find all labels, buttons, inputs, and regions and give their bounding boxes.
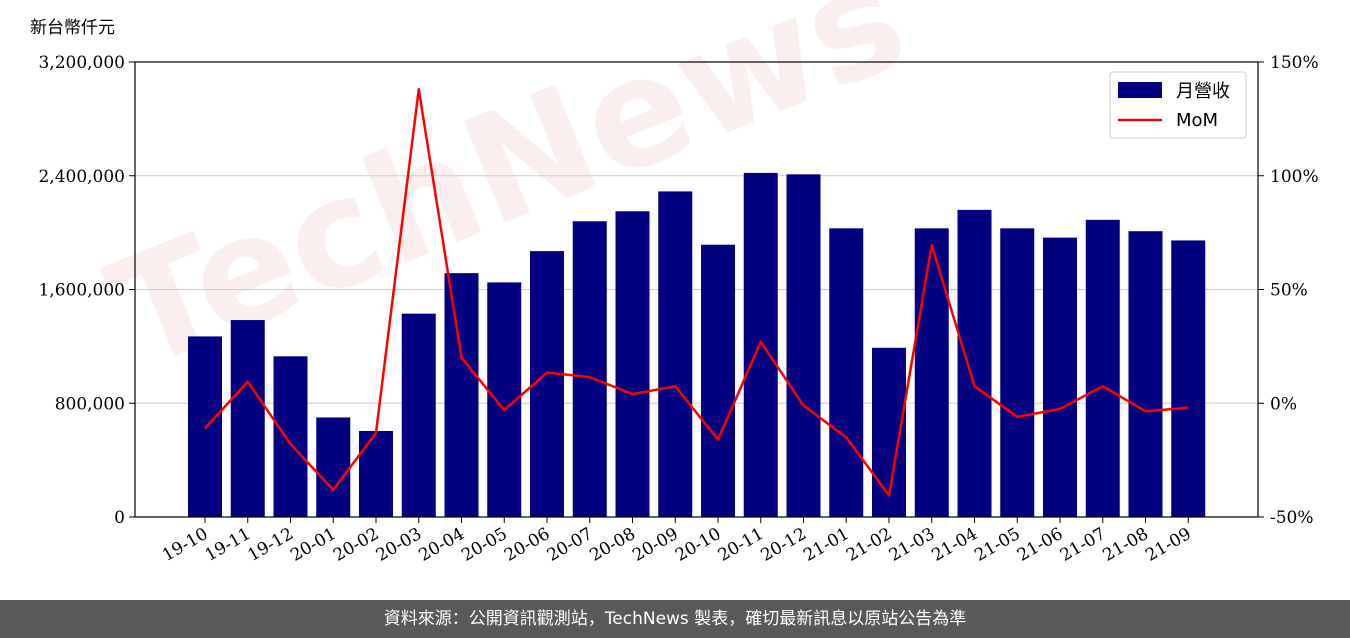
- bar-21-09: [1171, 240, 1206, 517]
- y-right-tick-label: -50%: [1270, 508, 1314, 528]
- x-tick-label-20-09: 20-09: [629, 524, 681, 566]
- x-tick-label-20-12: 20-12: [758, 524, 810, 566]
- legend-label-mom: MoM: [1176, 110, 1218, 131]
- y-right-tick-label: 150%: [1270, 53, 1319, 73]
- x-tick-label-21-05: 21-05: [971, 524, 1023, 566]
- bar-20-09: [658, 191, 693, 517]
- revenue-bars: [188, 172, 1206, 517]
- mom-line: [204, 88, 1189, 497]
- bar-20-04: [444, 273, 479, 517]
- x-tick-label-20-07: 20-07: [544, 524, 596, 566]
- bar-21-03: [914, 228, 949, 517]
- bar-20-03: [401, 313, 436, 517]
- revenue-chart: TechNews 0800,0001,600,0002,400,0003,200…: [30, 0, 1319, 566]
- x-tick-label-19-11: 19-11: [202, 524, 254, 566]
- bar-20-08: [615, 211, 650, 517]
- x-tick-label-21-09: 21-09: [1142, 524, 1194, 566]
- x-tick-label-21-07: 21-07: [1057, 524, 1109, 566]
- y-left-tick-label: 3,200,000: [38, 53, 125, 73]
- x-tick-label-20-04: 20-04: [416, 524, 468, 566]
- x-tick-label-21-08: 21-08: [1100, 524, 1152, 566]
- x-tick-label-20-03: 20-03: [373, 524, 425, 566]
- bar-20-11: [743, 172, 778, 517]
- x-tick-label-21-04: 21-04: [929, 524, 981, 566]
- bar-21-07: [1085, 219, 1120, 517]
- y-right-tick-label: 100%: [1270, 167, 1319, 187]
- x-tick-label-19-10: 19-10: [159, 524, 211, 566]
- legend-bar-swatch: [1118, 82, 1162, 98]
- legend: 月營收 MoM: [1109, 71, 1247, 139]
- x-tick-label-20-06: 20-06: [501, 524, 553, 566]
- bar-21-06: [1043, 237, 1077, 517]
- bar-20-12: [786, 174, 821, 517]
- y-left-tick-label: 800,000: [55, 394, 125, 414]
- bar-20-01: [316, 417, 351, 517]
- bar-20-07: [572, 221, 607, 517]
- bar-21-08: [1128, 231, 1163, 517]
- bar-21-05: [1000, 228, 1035, 517]
- bar-19-12: [273, 356, 308, 517]
- bar-20-10: [701, 244, 735, 517]
- source-text: 資料來源：公開資訊觀測站，TechNews 製表，確切最新訊息以原站公告為準: [383, 609, 967, 629]
- x-tick-label-21-03: 21-03: [886, 524, 938, 566]
- bar-20-02: [359, 430, 393, 517]
- y-right-tick-label: 50%: [1270, 281, 1308, 301]
- x-tick-label-20-05: 20-05: [458, 524, 510, 566]
- y-right-tick-label: 0%: [1270, 394, 1297, 414]
- x-tick-label-20-10: 20-10: [672, 524, 724, 566]
- y-unit-label: 新台幣仟元: [30, 18, 115, 38]
- legend-label-revenue: 月營收: [1176, 81, 1230, 102]
- x-tick-label-21-01: 21-01: [800, 524, 852, 566]
- footer-banner: 資料來源：公開資訊觀測站，TechNews 製表，確切最新訊息以原站公告為準: [0, 600, 1350, 638]
- y-left-tick-label: 1,600,000: [38, 281, 125, 301]
- x-tick-label-21-06: 21-06: [1014, 524, 1066, 566]
- x-tick-label-21-02: 21-02: [843, 524, 895, 566]
- y-left-tick-label: 2,400,000: [38, 167, 125, 187]
- mom-line-path: [204, 88, 1189, 497]
- bar-21-04: [957, 209, 992, 517]
- x-tick-label-20-11: 20-11: [715, 524, 767, 566]
- x-tick-label-19-12: 19-12: [245, 524, 297, 566]
- y-left-tick-label: 0: [114, 508, 125, 528]
- bar-19-11: [230, 320, 265, 517]
- x-tick-label-20-01: 20-01: [287, 524, 339, 566]
- x-tick-label-20-08: 20-08: [587, 524, 639, 566]
- bar-21-01: [829, 228, 864, 517]
- x-tick-label-20-02: 20-02: [330, 524, 382, 566]
